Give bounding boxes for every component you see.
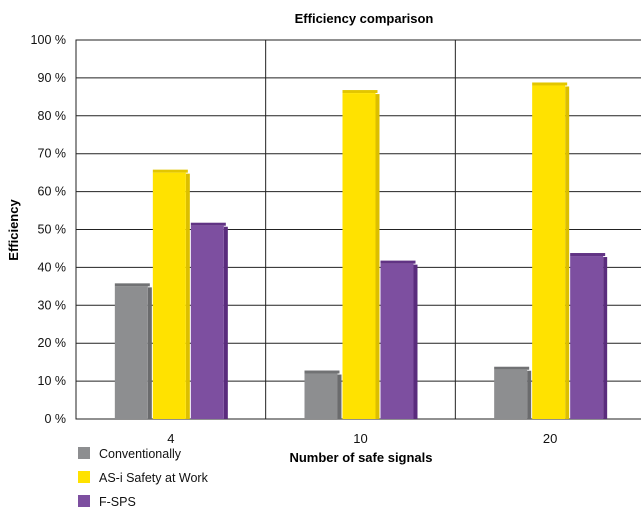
chart-title: Efficiency comparison xyxy=(295,11,434,26)
legend: Conventionally AS-i Safety at Work F-SPS xyxy=(78,447,209,509)
bar-group xyxy=(190,222,228,419)
bar-side xyxy=(185,173,190,419)
bar-top xyxy=(152,169,188,173)
bar-side xyxy=(337,374,342,419)
y-tick-label: 100 % xyxy=(31,33,66,47)
legend-label: F-SPS xyxy=(99,495,136,509)
legend-label: AS-i Safety at Work xyxy=(99,471,209,485)
y-tick-label: 80 % xyxy=(38,109,67,123)
bar xyxy=(494,369,528,419)
bar-group xyxy=(570,253,608,419)
x-tick-label: 4 xyxy=(167,431,174,446)
bar-group xyxy=(380,260,418,419)
y-tick-label: 90 % xyxy=(38,71,67,85)
legend-label: Conventionally xyxy=(99,447,182,461)
bar xyxy=(380,263,414,419)
bar-top xyxy=(114,283,150,287)
bar xyxy=(532,85,566,419)
plot-area xyxy=(75,39,641,420)
bar xyxy=(304,373,338,419)
y-axis-label: Efficiency xyxy=(6,199,21,261)
bar-side xyxy=(413,264,418,419)
bar-side xyxy=(603,257,608,419)
bar-top xyxy=(190,222,226,226)
bar xyxy=(570,256,604,419)
bar-top xyxy=(494,366,530,370)
y-tick-label: 0 % xyxy=(44,412,66,426)
bar-group xyxy=(342,90,380,419)
bar xyxy=(114,286,148,419)
y-tick-label: 50 % xyxy=(38,223,67,237)
bar xyxy=(190,225,224,419)
bar-top xyxy=(532,82,568,86)
bar-side xyxy=(147,287,152,419)
y-tick-label: 60 % xyxy=(38,185,67,199)
bar xyxy=(342,93,376,419)
y-tick-label: 10 % xyxy=(38,374,67,388)
bar-side xyxy=(565,86,570,419)
bar-side xyxy=(223,226,228,419)
bar xyxy=(152,172,186,419)
legend-swatch xyxy=(78,447,90,459)
bar-group xyxy=(152,169,190,419)
bar-group xyxy=(532,82,570,419)
bar-group xyxy=(494,366,532,419)
bar-group xyxy=(114,283,152,419)
legend-swatch xyxy=(78,495,90,507)
legend-swatch xyxy=(78,471,90,483)
bar-side xyxy=(375,94,380,419)
bar-top xyxy=(380,260,416,264)
bar-top xyxy=(304,370,340,374)
bar-top xyxy=(570,253,606,257)
bar-group xyxy=(304,370,342,419)
bar-top xyxy=(342,90,378,94)
y-tick-label: 70 % xyxy=(38,147,67,161)
y-tick-label: 30 % xyxy=(38,298,67,312)
x-tick-label: 20 xyxy=(543,431,557,446)
x-tick-label: 10 xyxy=(353,431,367,446)
y-tick-label: 40 % xyxy=(38,260,67,274)
y-tick-label: 20 % xyxy=(38,336,67,350)
x-axis-label: Number of safe signals xyxy=(289,450,432,465)
bar-side xyxy=(527,370,532,419)
